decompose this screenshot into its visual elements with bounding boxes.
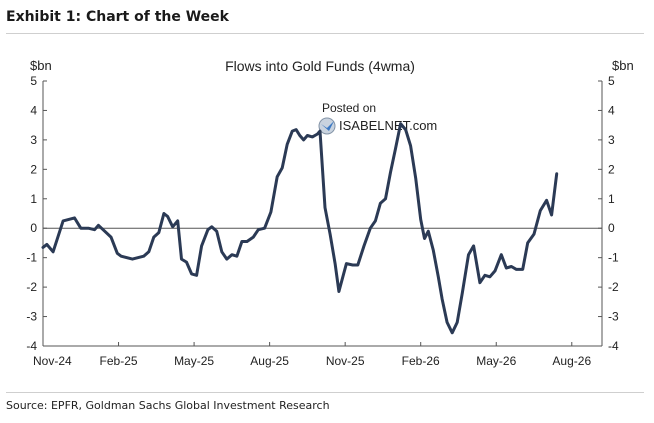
y-unit-right: $bn bbox=[612, 58, 634, 73]
x-tick-label: Feb-25 bbox=[100, 354, 138, 368]
chart-axes bbox=[42, 80, 603, 347]
y-tick-label-left: -4 bbox=[26, 339, 37, 353]
y-tick-label-left: 0 bbox=[30, 221, 37, 235]
y-tick-label-right: 2 bbox=[608, 162, 615, 176]
x-tick-label: Nov-24 bbox=[33, 354, 72, 368]
y-tick-label-right: 4 bbox=[608, 103, 615, 117]
y-tick-label-right: 5 bbox=[608, 74, 615, 88]
y-tick-labels: -4 -4 -3 -3 -2 -2 -1 -1 0 0 1 1 2 2 3 3 4 4 5 5 bbox=[26, 74, 619, 353]
watermark-line2: ISABELNET.com bbox=[339, 118, 437, 133]
y-tick-label-right: 0 bbox=[608, 221, 615, 235]
y-tick-label-right: -2 bbox=[608, 280, 619, 294]
watermark: Posted on ISABELNET.com bbox=[318, 101, 437, 135]
exhibit-title: Exhibit 1: Chart of the Week bbox=[6, 9, 229, 25]
x-tick-label: Aug-26 bbox=[552, 354, 591, 368]
top-divider bbox=[6, 33, 644, 34]
x-tick-label: May-26 bbox=[476, 354, 516, 368]
series-line-0 bbox=[41, 122, 559, 335]
y-tick-label-right: -4 bbox=[608, 339, 619, 353]
x-tick-labels: Nov-24 Feb-25 May-25 Aug-25 Nov-25 Feb-26 May-… bbox=[33, 354, 591, 368]
y-tick-label-right: 1 bbox=[608, 192, 615, 206]
globe-icon bbox=[318, 117, 336, 135]
x-tick-label: May-25 bbox=[174, 354, 214, 368]
y-tick-label-left: 3 bbox=[30, 133, 37, 147]
bottom-divider bbox=[6, 392, 644, 393]
y-unit-left: $bn bbox=[30, 58, 52, 73]
x-tick-label: Feb-26 bbox=[402, 354, 440, 368]
y-tick-label-right: -3 bbox=[608, 310, 619, 324]
y-tick-label-left: 1 bbox=[30, 192, 37, 206]
gold-fund-flows-chart: $bn $bn Flows into Gold Funds (4wma) -4-… bbox=[26, 58, 634, 368]
y-tick-label-left: -2 bbox=[26, 280, 37, 294]
y-tick-label-right: 3 bbox=[608, 133, 615, 147]
series-layer bbox=[41, 122, 559, 335]
y-tick-label-left: -1 bbox=[26, 251, 37, 265]
y-tick-label-right: -1 bbox=[608, 251, 619, 265]
y-tick-label-left: 2 bbox=[30, 162, 37, 176]
watermark-line1: Posted on bbox=[322, 101, 376, 115]
source-note: Source: EPFR, Goldman Sachs Global Inves… bbox=[6, 399, 330, 412]
y-tick-label-left: -3 bbox=[26, 310, 37, 324]
x-tick-label: Aug-25 bbox=[250, 354, 289, 368]
y-tick-label-left: 4 bbox=[30, 103, 37, 117]
y-tick-label-left: 5 bbox=[30, 74, 37, 88]
chart-title: Flows into Gold Funds (4wma) bbox=[225, 58, 415, 74]
x-tick-label: Nov-25 bbox=[326, 354, 365, 368]
